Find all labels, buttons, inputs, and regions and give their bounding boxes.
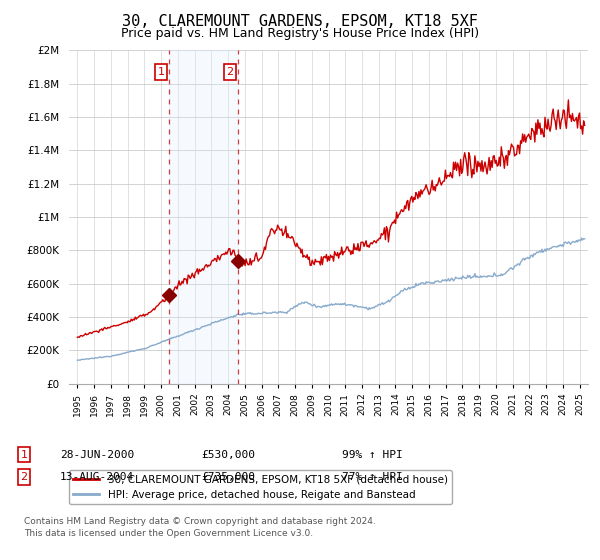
Text: 77% ↑ HPI: 77% ↑ HPI (342, 472, 403, 482)
Text: 30, CLAREMOUNT GARDENS, EPSOM, KT18 5XF: 30, CLAREMOUNT GARDENS, EPSOM, KT18 5XF (122, 14, 478, 29)
Text: 1: 1 (20, 450, 28, 460)
Text: £530,000: £530,000 (201, 450, 255, 460)
Text: 28-JUN-2000: 28-JUN-2000 (60, 450, 134, 460)
Bar (169, 50, 238, 384)
Text: 99% ↑ HPI: 99% ↑ HPI (342, 450, 403, 460)
Text: Contains HM Land Registry data © Crown copyright and database right 2024.: Contains HM Land Registry data © Crown c… (24, 516, 376, 526)
Text: £735,000: £735,000 (201, 472, 255, 482)
Text: This data is licensed under the Open Government Licence v3.0.: This data is licensed under the Open Gov… (24, 530, 313, 539)
Text: Price paid vs. HM Land Registry's House Price Index (HPI): Price paid vs. HM Land Registry's House … (121, 27, 479, 40)
Text: 1: 1 (157, 67, 164, 77)
Text: 13-AUG-2004: 13-AUG-2004 (60, 472, 134, 482)
Text: 2: 2 (226, 67, 233, 77)
Text: 2: 2 (20, 472, 28, 482)
Legend: 30, CLAREMOUNT GARDENS, EPSOM, KT18 5XF (detached house), HPI: Average price, de: 30, CLAREMOUNT GARDENS, EPSOM, KT18 5XF … (69, 470, 452, 504)
